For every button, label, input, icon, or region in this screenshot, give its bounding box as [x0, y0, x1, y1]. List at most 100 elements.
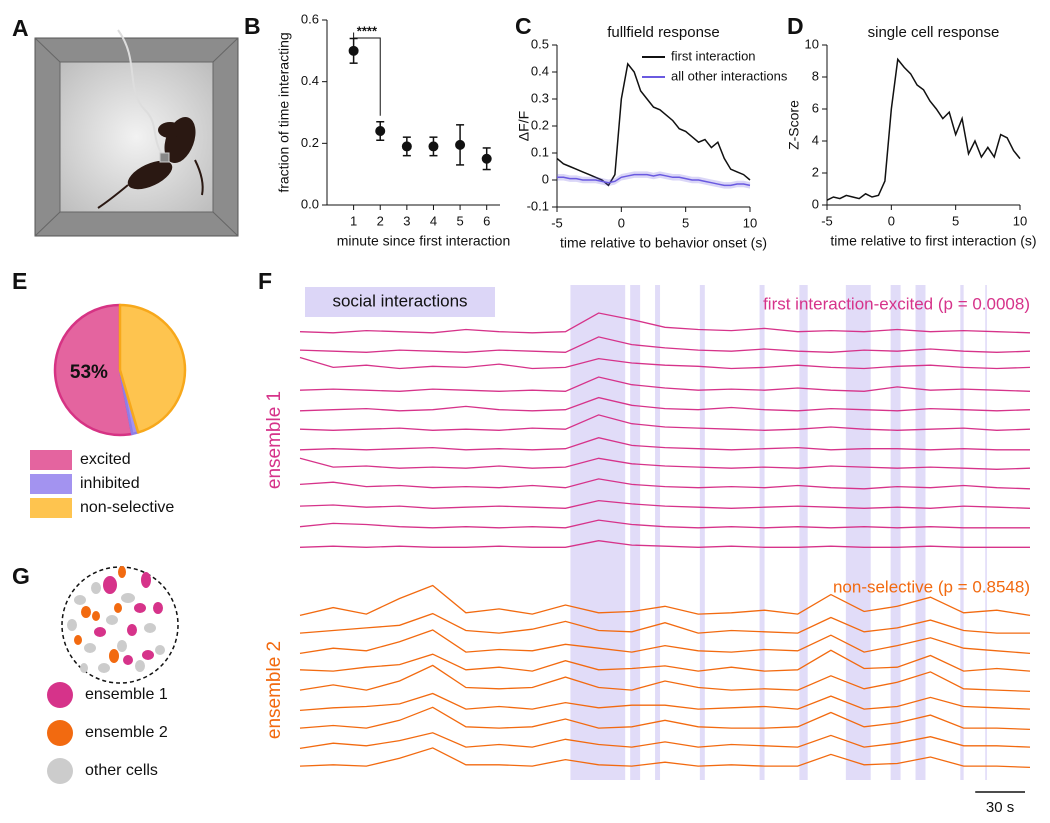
- y-tick-label: 10: [805, 36, 819, 51]
- activity-trace: [299, 414, 1031, 431]
- ensemble-label: ensemble 1: [264, 391, 285, 489]
- mice: [97, 116, 204, 209]
- activity-trace: [299, 312, 1031, 334]
- panel-label: F: [258, 268, 272, 294]
- x-tick-label: 10: [743, 215, 757, 230]
- x-tick-label: 5: [682, 215, 689, 230]
- panel-label: D: [787, 13, 804, 39]
- activity-trace: [299, 540, 1030, 548]
- cell-map: [61, 566, 179, 684]
- pie-slice: [118, 303, 187, 434]
- activity-trace: [299, 706, 1031, 731]
- interaction-band: [890, 285, 901, 780]
- interaction-band: [915, 285, 926, 780]
- x-axis-label: time relative to first interaction (s): [830, 233, 1036, 249]
- panel-label: G: [12, 563, 30, 589]
- arena-illustration: [34, 29, 239, 237]
- y-tick-label: 0.4: [301, 73, 319, 88]
- x-tick-label: -5: [551, 215, 563, 230]
- cable: [117, 29, 166, 159]
- panel-label: C: [515, 13, 532, 39]
- chart-title: fullfield response: [607, 24, 720, 41]
- interaction-band: [655, 285, 661, 780]
- y-axis-label: fraction of time interacting: [276, 32, 292, 192]
- activity-trace: [299, 376, 1031, 392]
- activity-trace: [299, 732, 1031, 750]
- y-axis-label: Z-Score: [786, 100, 802, 150]
- activity-trace: [299, 664, 1031, 693]
- legend-label: inhibited: [80, 475, 140, 492]
- y-tick-label: 0.6: [301, 11, 319, 26]
- x-axis-label: time relative to behavior onset (s): [560, 235, 767, 251]
- point: [401, 141, 412, 152]
- legend-label: ensemble 2: [85, 724, 168, 741]
- x-axis-label: minute since first interaction: [337, 233, 511, 249]
- x-tick-label: 1: [350, 213, 357, 228]
- x-tick-label: 0: [618, 215, 625, 230]
- legend-label: other cells: [85, 762, 158, 779]
- x-tick-label: 4: [430, 213, 437, 228]
- band-label: social interactions: [332, 291, 467, 310]
- interaction-band: [759, 285, 765, 780]
- significance-bracket: [353, 32, 381, 116]
- arena-edges: [34, 37, 239, 237]
- y-tick-label: 8: [812, 68, 819, 83]
- point: [481, 153, 492, 164]
- legend-swatch: [47, 682, 73, 708]
- y-tick-label: 0.4: [531, 63, 549, 78]
- series-line: [826, 57, 1021, 201]
- y-tick-label: 0.1: [531, 144, 549, 159]
- activity-trace: [299, 396, 1031, 412]
- slice-label: 53%: [70, 362, 108, 383]
- y-tick-label: 0.2: [531, 117, 549, 132]
- activity-trace: [299, 649, 1031, 672]
- interaction-band: [699, 285, 705, 780]
- ensemble-label: ensemble 2: [264, 641, 285, 739]
- activity-trace: [299, 437, 1030, 451]
- panel-label: B: [244, 13, 261, 39]
- x-tick-label: 10: [1013, 213, 1027, 228]
- interaction-band: [845, 285, 871, 780]
- panel-label: E: [12, 268, 27, 294]
- y-tick-label: 0.3: [531, 90, 549, 105]
- activity-trace: [299, 519, 1030, 529]
- legend-label: all other interactions: [671, 68, 788, 83]
- point: [428, 141, 439, 152]
- y-tick-label: 2: [812, 164, 819, 179]
- y-tick-label: -0.1: [527, 198, 549, 213]
- x-tick-label: 2: [377, 213, 384, 228]
- activity-trace: [299, 692, 1031, 712]
- ensemble-annotation: non-selective (p = 0.8548): [833, 577, 1030, 596]
- interaction-band: [630, 285, 641, 780]
- activity-trace: [299, 584, 1031, 617]
- significance-label: ****: [357, 23, 378, 38]
- chart-title: single cell response: [868, 24, 1000, 41]
- activity-trace: [299, 612, 1030, 634]
- activity-trace: [299, 499, 1031, 509]
- interaction-band: [985, 285, 987, 780]
- implant: [159, 152, 170, 163]
- y-tick-label: 0.0: [301, 196, 319, 211]
- legend-label: first interaction: [671, 48, 756, 63]
- series-line: [557, 173, 751, 187]
- band-label-box: [305, 287, 495, 317]
- x-tick-label: 5: [952, 213, 959, 228]
- interaction-band: [799, 285, 808, 780]
- legend-swatch: [30, 450, 72, 470]
- activity-trace: [299, 478, 1031, 490]
- point: [348, 45, 359, 56]
- activity-trace: [299, 457, 1031, 470]
- y-tick-label: 0.5: [531, 36, 549, 51]
- legend-swatch: [47, 720, 73, 746]
- x-tick-label: 5: [456, 213, 463, 228]
- activity-trace: [299, 747, 1031, 769]
- x-tick-label: 0: [888, 213, 895, 228]
- interaction-band: [960, 285, 964, 780]
- legend-swatch: [47, 758, 73, 784]
- y-tick-label: 6: [812, 100, 819, 115]
- legend-label: non-selective: [80, 499, 174, 516]
- x-tick-label: 3: [403, 213, 410, 228]
- pie-slice: [53, 303, 134, 437]
- y-tick-label: 0: [812, 196, 819, 211]
